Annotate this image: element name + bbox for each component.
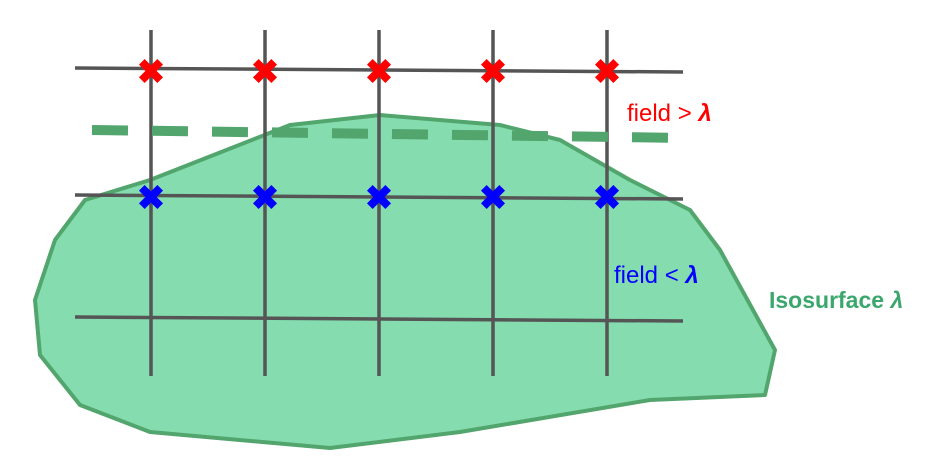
lambda-symbol: λ (683, 262, 698, 289)
label-field-below-text: field < (614, 262, 685, 289)
red-x-marker (252, 58, 278, 84)
label-isosurface: Isosurface λ (769, 287, 903, 313)
red-x-marker (480, 58, 506, 84)
blue-x-marker (594, 184, 620, 210)
isosurface-lambda-symbol: λ (888, 287, 903, 313)
markers-below (138, 184, 620, 210)
red-x-marker (138, 58, 164, 84)
blue-x-marker (366, 184, 392, 210)
red-x-marker (366, 58, 392, 84)
blue-x-marker (252, 184, 278, 210)
red-x-marker (594, 58, 620, 84)
label-isosurface-text: Isosurface (769, 287, 890, 313)
lambda-symbol: λ (696, 100, 711, 127)
blue-x-marker (138, 184, 164, 210)
label-field-above: field > λ (627, 100, 712, 127)
label-field-below: field < λ (614, 262, 699, 289)
markers-above (138, 58, 620, 84)
isoline-dashed (91, 125, 691, 143)
blue-x-marker (480, 184, 506, 210)
label-field-above-text: field > (627, 100, 698, 127)
